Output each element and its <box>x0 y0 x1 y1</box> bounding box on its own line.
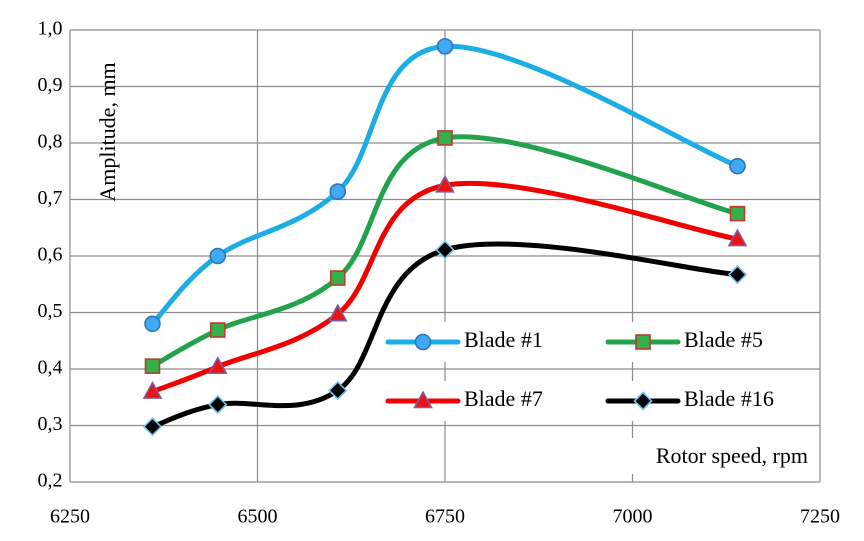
data-point-marker <box>727 228 748 247</box>
data-point-marker <box>435 174 455 193</box>
data-point-marker <box>437 130 453 146</box>
series-blade-7 <box>142 174 748 399</box>
data-point-marker <box>209 322 226 338</box>
y-tick-label: 0,6 <box>38 244 63 266</box>
data-point-marker <box>435 240 455 260</box>
y-tick-label: 0,3 <box>38 413 63 435</box>
x-tick-label: 6750 <box>425 506 465 528</box>
data-point-marker <box>327 303 348 322</box>
legend: Blade #1 Blade #5 Blade #7 Blade #16 <box>384 322 814 421</box>
x-axis-title: Rotor speed, rpm <box>656 443 808 468</box>
data-point-marker <box>727 265 748 285</box>
data-point-marker <box>436 38 454 55</box>
y-tick-label: 1,0 <box>38 18 63 40</box>
data-point-marker <box>208 394 228 415</box>
tick-labels: 0,2 0,3 0,4 0,5 0,6 0,7 0,8 0,9 1,0 6250 6500 6750 7… <box>38 18 841 528</box>
y-tick-label: 0,8 <box>38 131 63 153</box>
legend-marker <box>633 391 653 411</box>
data-point-marker <box>209 247 227 265</box>
data-point-marker <box>144 315 161 333</box>
series-blade-5 <box>144 130 746 374</box>
y-tick-label: 0,9 <box>38 74 63 96</box>
x-tick-label: 6250 <box>50 506 90 528</box>
series-blade-16 <box>142 240 748 437</box>
y-tick-label: 0,7 <box>38 187 63 209</box>
legend-marker <box>414 333 432 351</box>
y-tick-label: 0,5 <box>38 300 63 322</box>
legend-label: Blade #16 <box>684 386 774 411</box>
legend-label: Blade #5 <box>684 327 763 352</box>
data-point-marker <box>329 183 347 200</box>
data-point-marker <box>328 380 348 401</box>
x-tick-label: 6500 <box>238 506 278 528</box>
legend-label: Blade #1 <box>464 327 543 352</box>
x-tick-label: 7250 <box>800 506 840 528</box>
y-axis-title: Amplitude, mm <box>95 62 120 201</box>
data-point-marker <box>207 356 228 375</box>
data-point-marker <box>329 270 346 286</box>
x-axis-title-background <box>586 438 814 474</box>
data-point-marker <box>729 205 746 222</box>
legend-marker <box>413 390 433 409</box>
x-tick-label: 7000 <box>613 506 653 528</box>
data-point-marker <box>729 157 746 175</box>
data-point-marker <box>142 416 163 437</box>
legend-label: Blade #7 <box>464 386 543 411</box>
series-blade-1 <box>144 38 746 333</box>
series-group <box>142 38 748 437</box>
data-point-marker <box>142 380 163 399</box>
y-tick-label: 0,4 <box>38 357 63 379</box>
y-tick-label: 0,2 <box>38 470 63 492</box>
legend-marker <box>635 334 651 350</box>
data-point-marker <box>144 358 161 374</box>
